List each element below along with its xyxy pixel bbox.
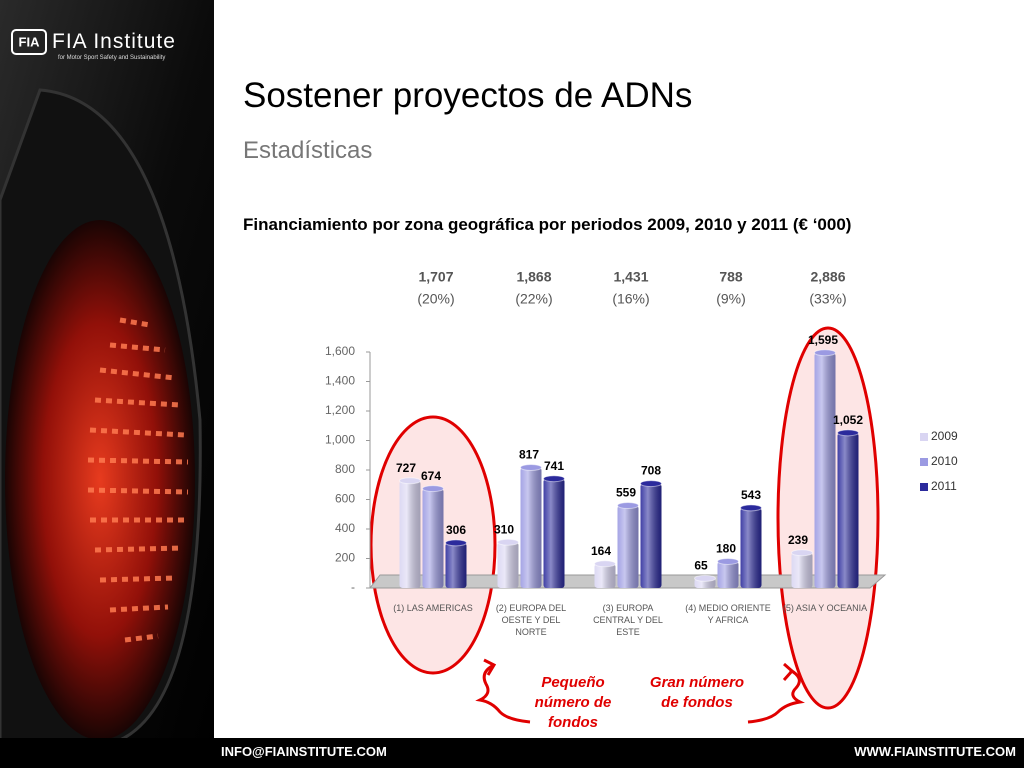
bar-top [497, 538, 519, 546]
side-light [5, 220, 195, 740]
value-label: 306 [446, 523, 466, 537]
total-label: 1,868 [516, 269, 551, 285]
share-label: (16%) [612, 291, 649, 307]
bar-top [694, 574, 716, 582]
bar-shine [740, 507, 762, 588]
x-tick-label: (4) MEDIO ORIENTE Y AFRICA [685, 603, 771, 625]
total-label: 788 [719, 269, 743, 285]
bar-shine [837, 432, 859, 588]
bar-top [520, 463, 542, 471]
value-label: 674 [421, 469, 441, 483]
share-label: (20%) [417, 291, 454, 307]
legend-label: 2011 [931, 479, 957, 493]
total-label: 1,431 [613, 269, 648, 285]
y-tick-label: - [351, 580, 355, 594]
bar-shine [814, 352, 836, 588]
legend-swatch [920, 458, 928, 466]
legend-label: 2010 [931, 454, 958, 468]
footer-web: WWW.FIAINSTITUTE.COM [854, 744, 1016, 759]
bar-shine [520, 467, 542, 588]
share-label: (33%) [809, 291, 846, 307]
bar-top [594, 560, 616, 568]
x-tick-label: (5) ASIA Y OCEANIA [782, 603, 868, 613]
bar-top [422, 485, 444, 493]
arrow-head [782, 662, 795, 681]
bar-shine [445, 542, 467, 588]
light-dots [87, 317, 189, 643]
bar-top [543, 475, 565, 483]
legend-swatch [920, 433, 928, 441]
share-label: (9%) [716, 291, 746, 307]
logo-mark [11, 29, 47, 55]
y-tick-label: 600 [335, 492, 355, 506]
value-label: 164 [591, 544, 611, 558]
value-label: 741 [544, 459, 564, 473]
value-label: 1,595 [808, 333, 838, 347]
legend-label: 2009 [931, 429, 958, 443]
bar-shine [543, 478, 565, 588]
bar-shine [717, 561, 739, 588]
value-label: 543 [741, 488, 761, 502]
bar-shine [791, 552, 813, 588]
x-tick-label: (2) EUROPA DEL OESTE Y DEL NORTE [495, 603, 567, 637]
total-label: 2,886 [810, 269, 845, 285]
arrow-head [483, 658, 497, 676]
y-tick-label: 400 [335, 521, 355, 535]
y-tick-label: 1,400 [325, 374, 355, 388]
bar-shine [594, 563, 616, 588]
arrow [747, 668, 805, 724]
share-label: (22%) [515, 291, 552, 307]
y-tick-label: 1,200 [325, 403, 355, 417]
footer-bar [0, 738, 1024, 768]
bar-shine [399, 480, 421, 588]
y-tick-label: 200 [335, 551, 355, 565]
value-label: 239 [788, 533, 808, 547]
annotation: Gran número de fondos [649, 674, 745, 711]
value-label: 310 [494, 522, 514, 536]
bar-shine [497, 542, 519, 588]
legend-swatch [920, 483, 928, 491]
x-tick-label: (1) LAS AMERICAS [393, 603, 473, 613]
footer-email: INFO@FIAINSTITUTE.COM [221, 744, 387, 759]
y-tick-label: 1,600 [325, 344, 355, 358]
bar-top [814, 349, 836, 357]
bar-top [640, 480, 662, 488]
bar-top [617, 502, 639, 510]
total-label: 1,707 [418, 269, 453, 285]
logo-name: FIA Institute [52, 30, 176, 53]
value-label: 559 [616, 486, 636, 500]
chart-title: Financiamiento por zona geográfica por p… [243, 215, 852, 234]
bar-top [399, 477, 421, 485]
heading: Sostener proyectos de ADNs [243, 76, 693, 115]
bar-top [740, 504, 762, 512]
y-tick-label: 800 [335, 462, 355, 476]
value-label: 817 [519, 448, 539, 462]
bar-top [837, 429, 859, 437]
value-label: 708 [641, 464, 661, 478]
annotation: Pequeño número de fondos [534, 674, 612, 731]
bar-top [791, 549, 813, 557]
y-tick-label: 1,000 [325, 433, 355, 447]
value-label: 65 [694, 559, 708, 573]
value-label: 180 [716, 542, 736, 556]
subheading: Estadísticas [243, 137, 373, 164]
value-label: 1,052 [833, 413, 863, 427]
value-label: 727 [396, 461, 416, 475]
logo-mark-text: FIA [19, 34, 41, 49]
bar-top [445, 539, 467, 547]
bar-shine [640, 483, 662, 588]
bar-shine [617, 505, 639, 588]
x-tick-label: (3) EUROPA CENTRAL Y DEL ESTE [593, 603, 663, 637]
bar-top [717, 557, 739, 565]
arrow [475, 663, 531, 724]
logo-tagline: for Motor Sport Safety and Sustainabilit… [58, 55, 166, 61]
bar-shine [422, 488, 444, 588]
